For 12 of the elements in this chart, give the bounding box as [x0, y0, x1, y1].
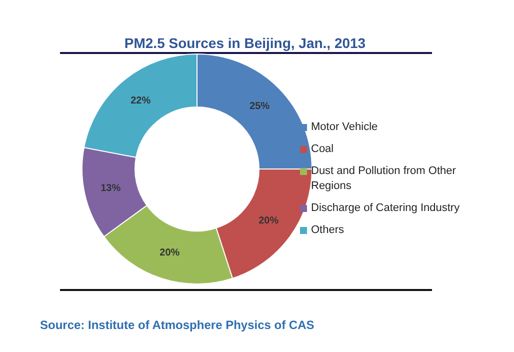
data-label: 25%: [250, 100, 270, 112]
chart-title: PM2.5 Sources in Beijing, Jan., 2013: [123, 35, 367, 51]
data-label: 13%: [100, 182, 121, 194]
legend-label: Coal: [311, 142, 334, 157]
data-label: 20%: [258, 216, 279, 227]
legend-label: Motor Vehicle: [311, 120, 378, 135]
legend-label: Dust and Pollution from Other Regions: [311, 164, 457, 194]
source-note: Source: Institute of Atmosphere Physics of CAS: [40, 318, 314, 332]
data-label: 20%: [160, 248, 180, 259]
legend-label: Discharge of Catering Industry: [311, 201, 460, 216]
data-label: 22%: [130, 95, 151, 106]
legend-label: Others: [311, 223, 344, 238]
